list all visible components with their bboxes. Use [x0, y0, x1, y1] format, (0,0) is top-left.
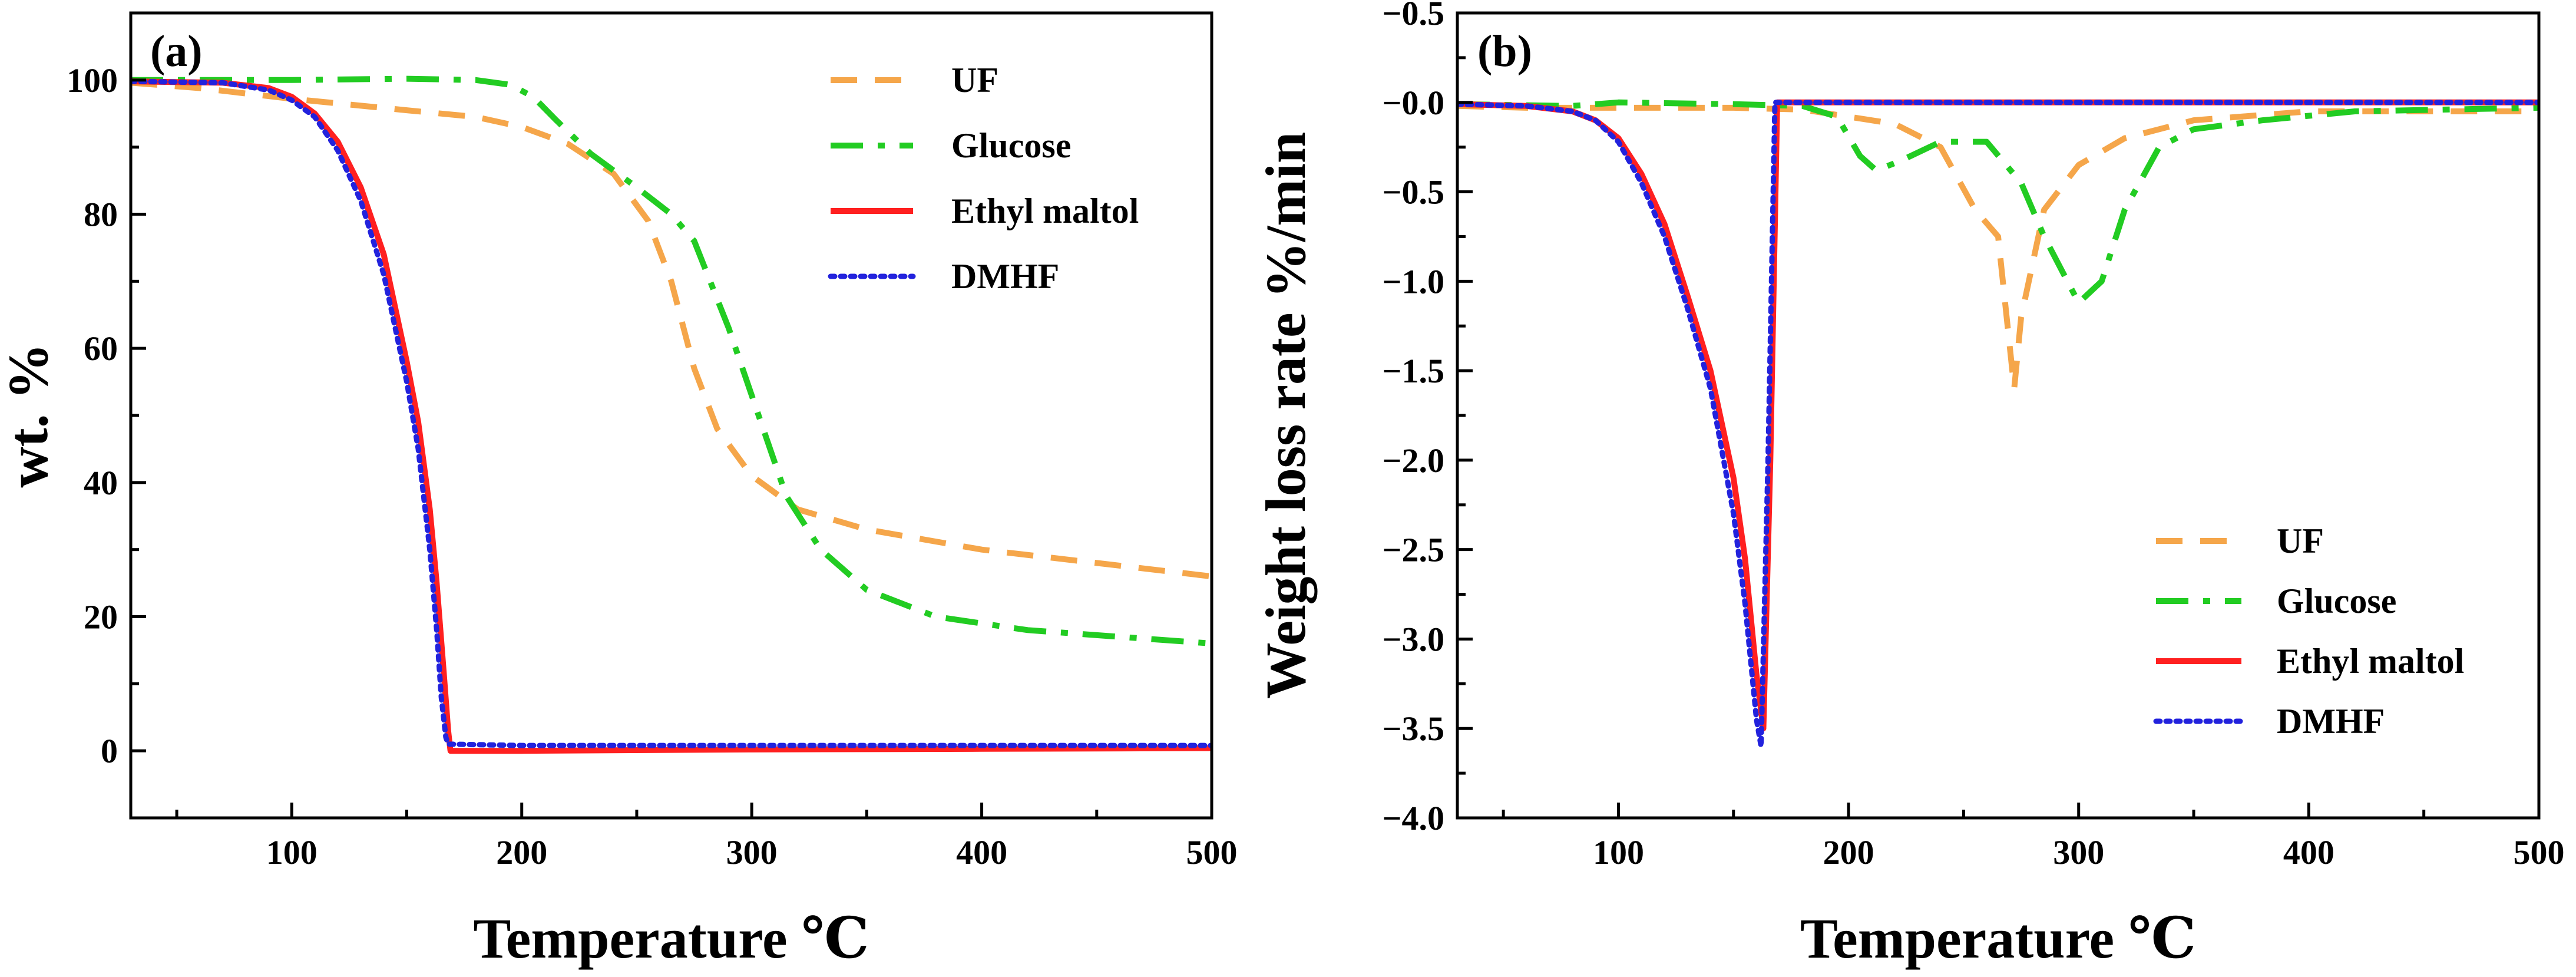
panel-a: 100 200 300 400 500 0 20 40 60 80 100 Temperature ℃…	[0, 11, 1238, 970]
y-tick-label: 0	[101, 732, 118, 770]
y-axis-title: Weight loss rate %/min	[1254, 132, 1317, 699]
x-tick-label: 100	[266, 833, 318, 872]
panel-label: (b)	[1477, 27, 1532, 76]
y-tick-label: 20	[84, 598, 118, 636]
x-axis-title: Temperature ℃	[473, 907, 869, 970]
series-line-dmhf	[1457, 100, 2539, 750]
x-tick-label: 100	[1593, 833, 1644, 872]
y-tick-label: 60	[84, 329, 118, 368]
y-tick-label: 80	[84, 196, 118, 234]
x-tick-label: 400	[956, 833, 1007, 872]
series-line-uf	[131, 80, 1212, 580]
panel-label: (a)	[150, 27, 203, 76]
legend-label: Ethyl maltol	[951, 192, 1139, 230]
y-tick-label: −3.0	[1382, 620, 1444, 658]
y-tick-label: −0.0	[1382, 84, 1444, 122]
x-tick-label: 300	[2053, 833, 2104, 872]
legend-label: Glucose	[2277, 582, 2396, 620]
y-tick-label: 100	[67, 61, 118, 100]
x-tick-label: 400	[2283, 833, 2334, 872]
x-tick-label: 200	[496, 833, 547, 872]
series-line-dmhf	[131, 78, 1212, 748]
y-tick-label: −4.0	[1382, 799, 1444, 837]
y-tick-label: −2.5	[1382, 531, 1444, 569]
x-axis-title: Temperature ℃	[1800, 907, 2196, 970]
y-tick-label: −1.5	[1382, 352, 1444, 390]
series-line-uf	[1457, 103, 2539, 392]
legend: UF Glucose Ethyl maltol DMHF	[2153, 521, 2464, 741]
y-tick-label: −2.0	[1382, 441, 1444, 480]
series-line-glucose	[131, 75, 1212, 646]
legend-label: DMHF	[951, 257, 1059, 296]
x-tick-label: 300	[726, 833, 778, 872]
y-tick-label: −3.5	[1382, 709, 1444, 748]
y-tick-label: −0.5	[1382, 0, 1444, 32]
series-line-ethyl-maltol	[131, 78, 1212, 754]
y-axis-title: wt. %	[0, 343, 59, 487]
legend-label: Ethyl maltol	[2277, 642, 2464, 681]
legend-label: UF	[2277, 521, 2324, 560]
y-tick-label: −0.5	[1382, 173, 1444, 212]
legend-label: DMHF	[2277, 702, 2385, 741]
x-tick-label: 500	[1186, 833, 1238, 872]
legend: UF Glucose Ethyl maltol DMHF	[828, 61, 1139, 296]
x-tick-label: 200	[1823, 833, 1874, 872]
series-group	[131, 75, 1212, 754]
y-tick-label: 40	[84, 464, 118, 502]
legend-label: Glucose	[951, 126, 1071, 165]
y-tick-label: −1.0	[1382, 262, 1444, 301]
legend-label: UF	[951, 61, 998, 100]
x-tick-label: 500	[2514, 833, 2565, 872]
series-group	[1457, 99, 2539, 750]
panel-b: 100 200 300 400 500 −4.0 −3.5 −3.0 −2.5 −2.0 −1.5 −…	[1254, 0, 2565, 970]
